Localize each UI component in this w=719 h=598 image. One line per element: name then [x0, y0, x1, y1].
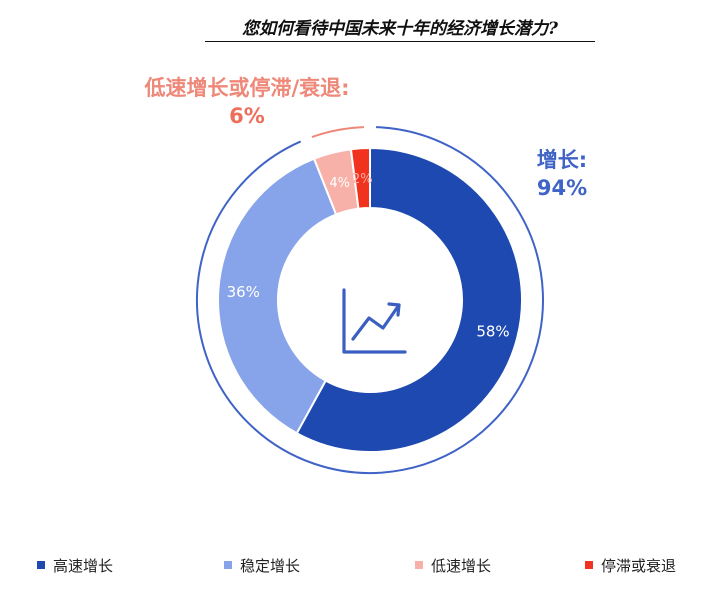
data-label-stagnation: 2%: [352, 172, 373, 187]
group-value-growth: 94%: [536, 176, 588, 200]
legend-swatch: [585, 561, 593, 569]
donut-hole: [278, 208, 462, 392]
data-label-low-growth: 4%: [329, 176, 350, 191]
legend-swatch: [37, 561, 45, 569]
legend-swatch: [224, 561, 232, 569]
legend-item-stable-growth: 稳定增长: [224, 553, 300, 577]
legend-item-low-growth: 低速增长: [415, 553, 491, 577]
group-value-negative: 6%: [229, 104, 265, 128]
legend-label: 稳定增长: [240, 556, 301, 575]
legend-label: 停滞或衰退: [601, 556, 677, 575]
trend-up-chart-icon: [342, 288, 407, 354]
outer-arc-decline: [311, 126, 364, 138]
group-label-growth: 增长:: [536, 148, 588, 172]
legend-label: 低速增长: [431, 556, 492, 575]
legend-item-high-growth: 高速增长: [37, 553, 113, 577]
legend-label: 高速增长: [53, 556, 114, 575]
chart-title: 您如何看待中国未来十年的经济增长潜力?: [205, 14, 595, 42]
group-label-negative: 低速增长或停滞/衰退:: [144, 76, 350, 100]
outer-arc-growth: [196, 126, 544, 474]
data-label-high-growth: 58%: [476, 323, 509, 341]
legend-swatch: [415, 561, 423, 569]
data-label-stable-growth: 36%: [227, 283, 260, 301]
legend-item-stagnation: 停滞或衰退: [585, 553, 676, 577]
slice-high-growth: [295, 146, 523, 453]
donut-chart: 58% 36% 4% 2%: [196, 126, 544, 474]
